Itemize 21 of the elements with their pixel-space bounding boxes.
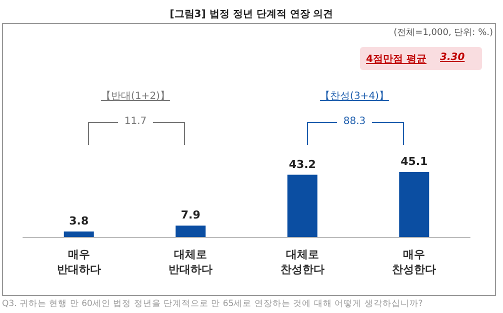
- text: Q3. 귀하는 현행 만 60세인 법정 정년을 단계적으로 만 65세로 연장하는 것에 대해 어떻게 생각하십니까?: [2, 298, 423, 310]
- text: 4점만점 평균: [366, 53, 426, 66]
- data-label: 3.8: [69, 214, 89, 228]
- x-tick-label: 대체로 찬성한다: [280, 248, 324, 276]
- x-tick-label: 대체로 반대하다: [168, 248, 213, 276]
- x-tick-label: 매우 찬성한다: [392, 248, 436, 276]
- x-tick-label: 매우 반대하다: [56, 248, 101, 276]
- text: (전체=1,000, 단위: %.): [394, 27, 493, 39]
- text: 【찬성(3+4)】: [319, 90, 390, 103]
- data-label: 43.2: [288, 158, 316, 171]
- text: 88.3: [337, 116, 372, 127]
- data-label: 45.1: [400, 155, 428, 168]
- bar: [176, 226, 206, 237]
- text: 11.7: [118, 116, 153, 127]
- data-label: 7.9: [180, 208, 200, 222]
- bar: [64, 232, 94, 237]
- chart-title: [그림3] 법정 정년 단계적 연장 의견: [168, 8, 334, 21]
- text: 【반대(1+2)】: [100, 90, 171, 103]
- bar: [399, 172, 430, 237]
- text: 3.30: [440, 52, 465, 63]
- bar: [287, 174, 318, 237]
